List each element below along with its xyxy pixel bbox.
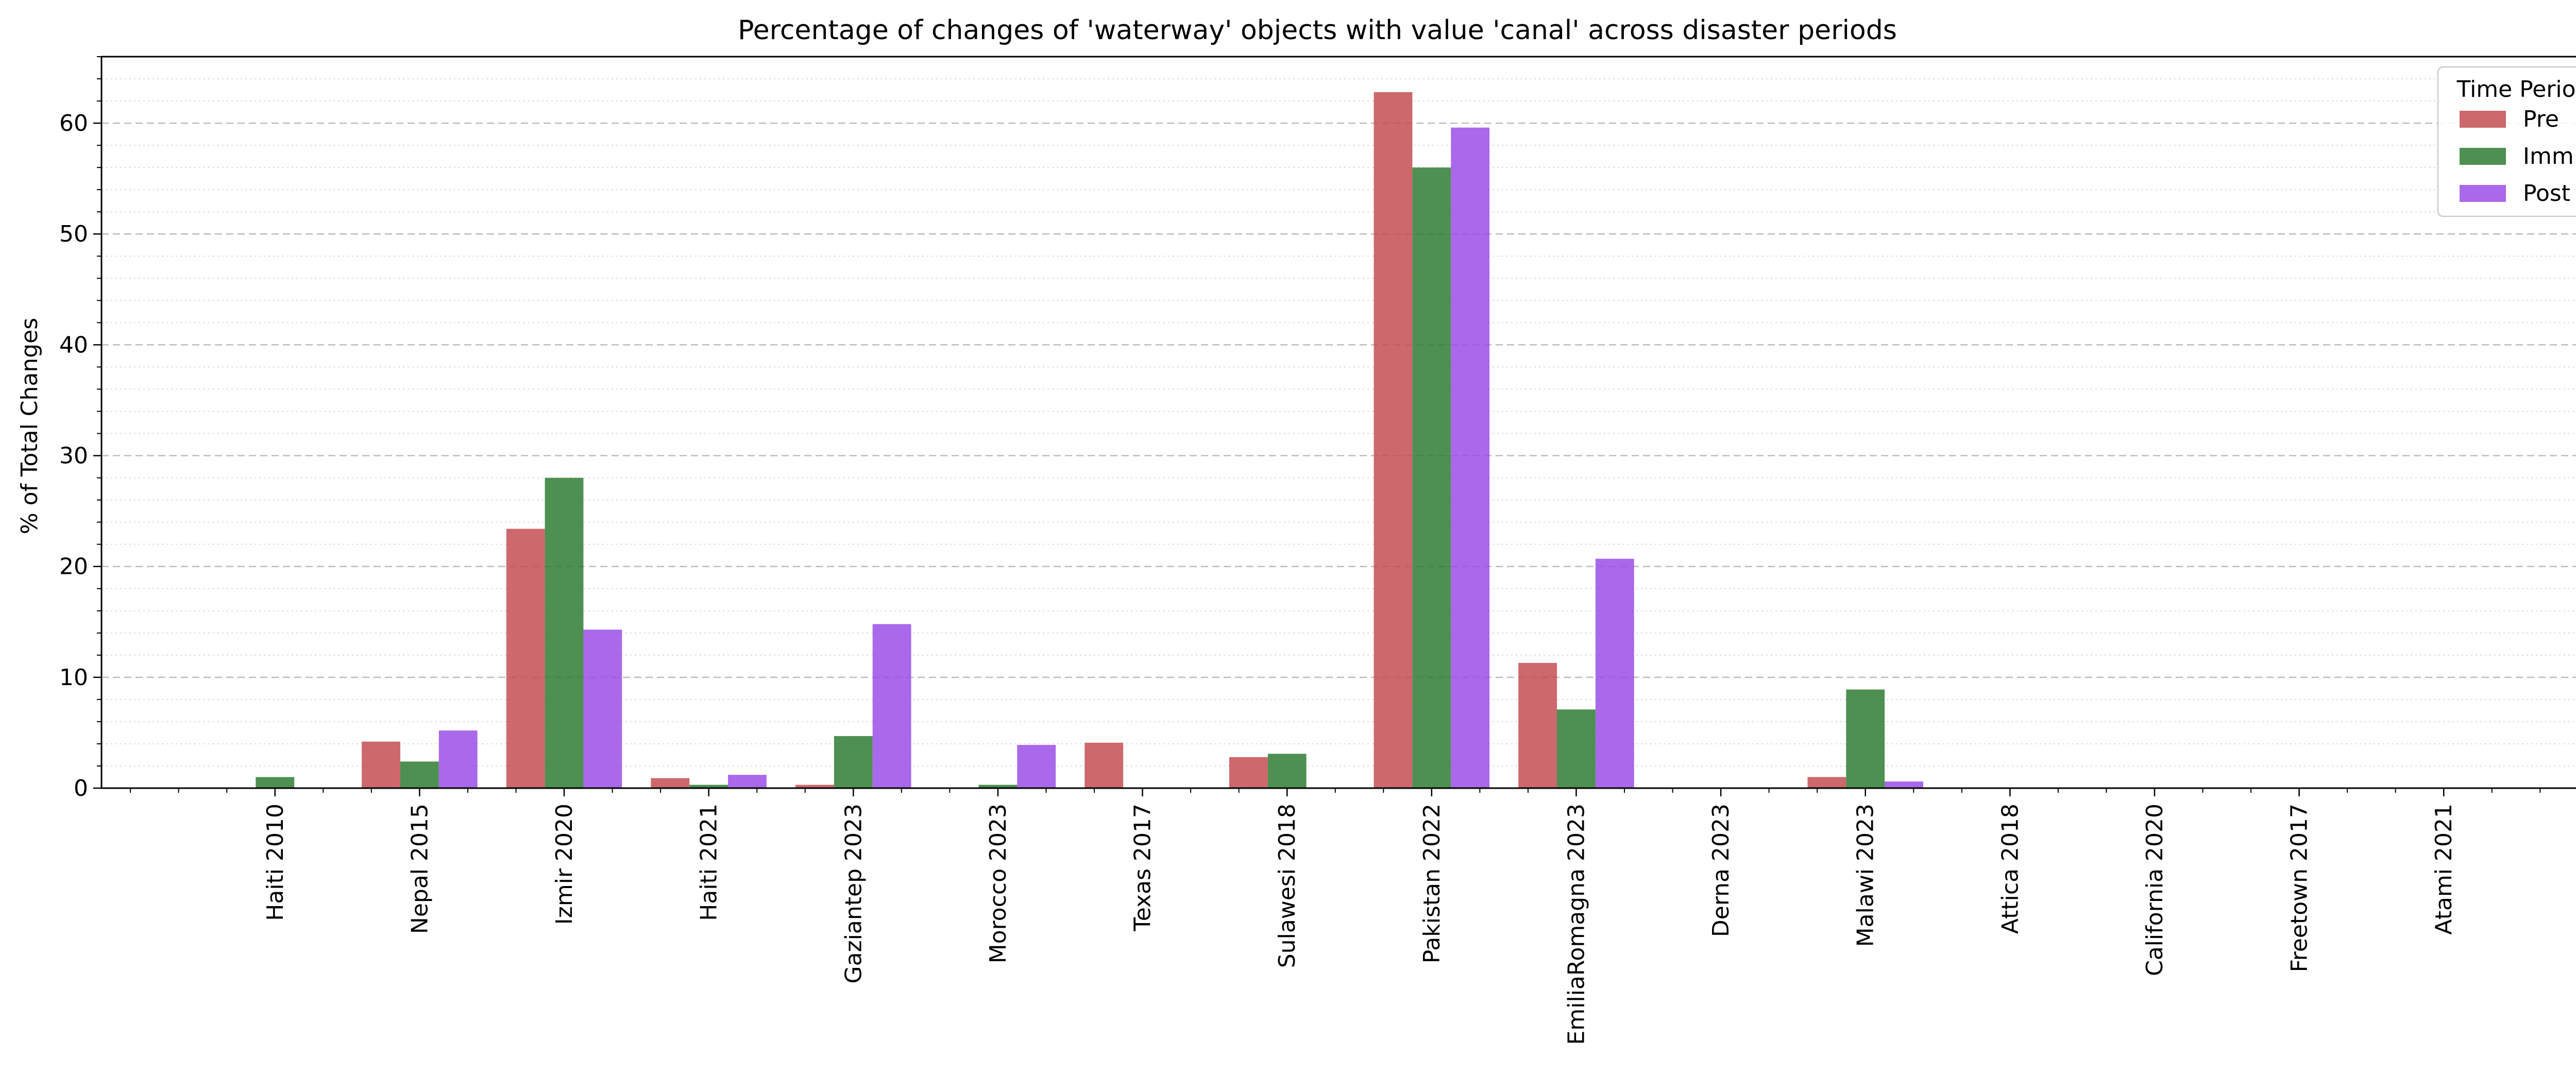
legend-swatch-imm — [2460, 148, 2506, 165]
bars — [256, 92, 1923, 789]
chart-title: Percentage of changes of 'waterway' obje… — [738, 15, 1897, 46]
bar-post — [1595, 558, 1634, 788]
bar-post — [872, 624, 911, 788]
x-tick-label: Attica 2018 — [1997, 804, 2023, 934]
x-tick-label: Freetown 2017 — [2286, 804, 2313, 972]
bar-pre — [362, 741, 400, 788]
bar-pre — [1229, 757, 1268, 788]
bar-imm — [545, 478, 584, 788]
legend: Time Period Pre Imm Post — [2437, 66, 2576, 217]
legend-label-imm: Imm — [2523, 143, 2574, 169]
bar-pre — [506, 529, 545, 788]
bar-imm — [1267, 754, 1307, 788]
bar-imm — [256, 777, 295, 788]
legend-title: Time Period — [2456, 76, 2576, 103]
legend-swatch-pre — [2460, 111, 2506, 128]
axes: 0 10 20 30 40 50 60 Haiti 2010 Nepal 2015 Izmir 2… — [59, 56, 2576, 1045]
bar-imm — [834, 736, 873, 788]
bar-imm — [400, 761, 439, 788]
bar-pre — [1807, 777, 1846, 788]
bar-imm — [1846, 689, 1885, 788]
y-tick-label: 40 — [59, 332, 88, 358]
bar-imm — [978, 785, 1018, 788]
bar-pre — [1518, 662, 1557, 788]
bar-post — [728, 775, 767, 788]
x-tick-label: Derna 2023 — [1708, 804, 1734, 937]
bar-pre — [651, 778, 690, 788]
y-axis-label: % of Total Changes — [16, 318, 43, 534]
y-tick-label: 60 — [59, 110, 88, 137]
bar-post — [438, 730, 478, 788]
x-tick-label: Texas 2017 — [1130, 804, 1156, 932]
x-tick-label: Sulawesi 2018 — [1274, 804, 1300, 968]
bar-pre — [1084, 742, 1124, 788]
x-tick-label: EmiliaRomagna 2023 — [1563, 804, 1589, 1045]
bar-imm — [1557, 709, 1596, 788]
bar-post — [583, 629, 622, 788]
bar-post — [1885, 781, 1923, 788]
y-tick-label: 0 — [74, 775, 88, 802]
bar-post — [1451, 127, 1490, 788]
bar-post — [1017, 745, 1056, 788]
bar-imm — [1412, 167, 1451, 789]
y-tick-label: 10 — [59, 665, 88, 691]
x-tick-label: Atami 2021 — [2431, 804, 2457, 935]
x-tick-label: California 2020 — [2142, 804, 2168, 976]
bar-pre — [1374, 92, 1413, 788]
y-tick-label: 50 — [59, 221, 88, 247]
x-tick-label: Haiti 2010 — [262, 804, 289, 921]
x-tick-label: Gaziantep 2023 — [840, 804, 867, 983]
grid-lines — [101, 78, 2576, 767]
x-tick-label: Haiti 2021 — [696, 804, 722, 921]
plot-frame — [100, 56, 2576, 789]
y-tick-label: 30 — [59, 443, 88, 469]
x-tick-label: Pakistan 2022 — [1419, 804, 1445, 963]
x-tick-label: Izmir 2020 — [551, 804, 578, 925]
x-tick-label: Morocco 2023 — [985, 804, 1011, 963]
x-tick-label: Malawi 2023 — [1853, 804, 1879, 947]
bar-pre — [795, 785, 834, 788]
legend-label-post: Post — [2523, 180, 2570, 207]
y-tick-label: 20 — [59, 554, 88, 580]
bar-imm — [689, 785, 728, 788]
legend-box — [2437, 66, 2576, 217]
legend-swatch-post — [2460, 185, 2506, 202]
legend-label-pre: Pre — [2523, 106, 2559, 132]
x-tick-label: Nepal 2015 — [406, 804, 433, 934]
